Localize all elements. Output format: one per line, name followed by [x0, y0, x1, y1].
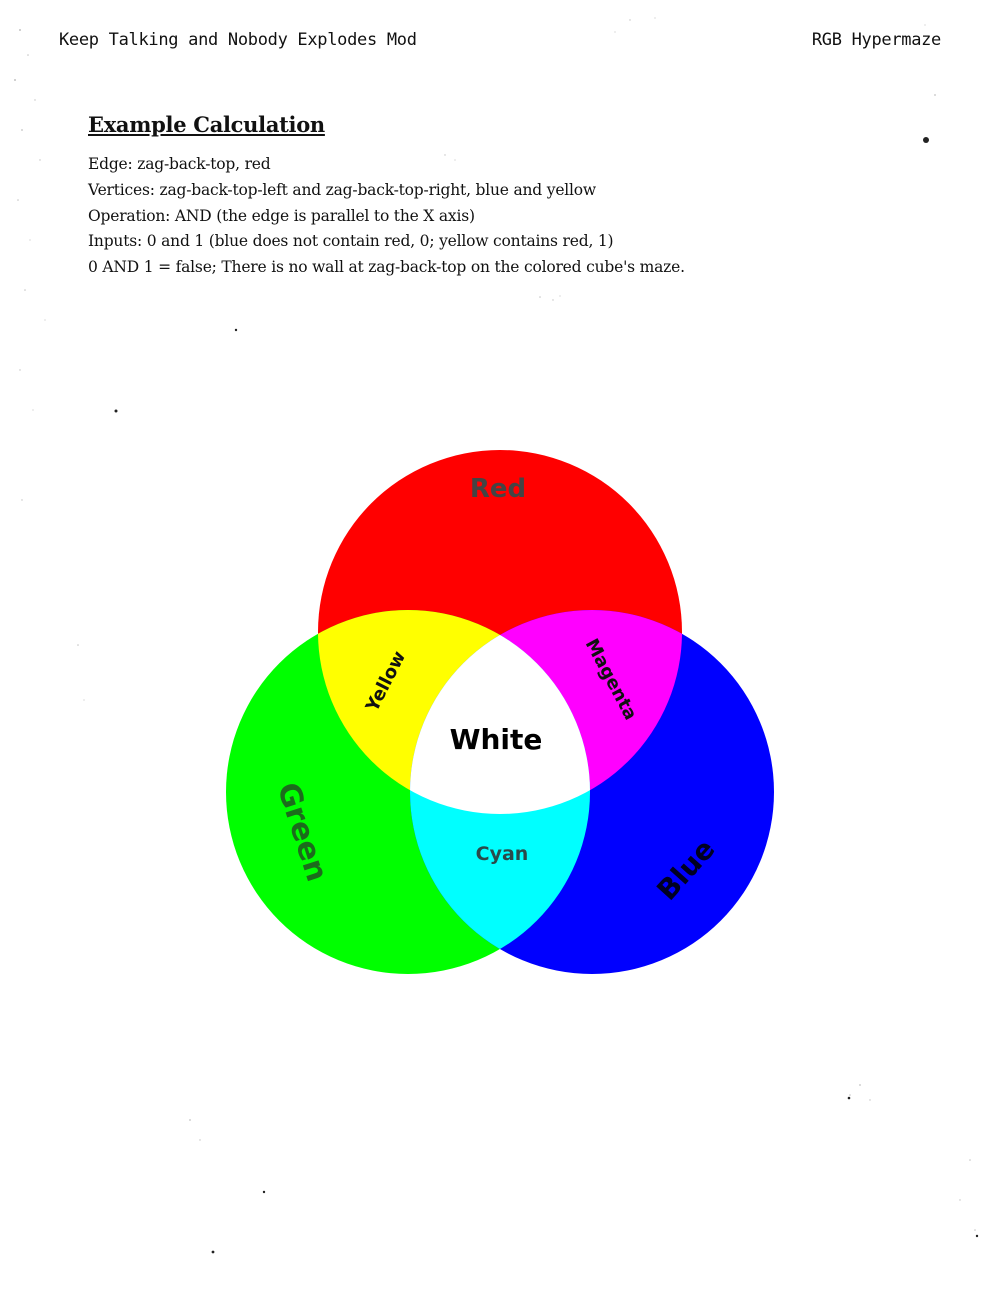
edge-line: Edge: zag-back-top, red [88, 155, 271, 173]
header-mod-title: Keep Talking and Nobody Explodes Mod [59, 30, 417, 50]
label-red: Red [470, 474, 526, 504]
header-module-name: RGB Hypermaze [811, 30, 941, 50]
label-white: White [450, 723, 543, 756]
label-cyan: Cyan [476, 843, 529, 865]
white-region [410, 610, 590, 814]
operation-line: Operation: AND (the edge is parallel to … [88, 206, 475, 225]
result-line: 0 AND 1 = false; There is no wall at zag… [88, 258, 685, 277]
example-calculation-text: Edge: zag-back-top, red Vertices: zag-ba… [88, 152, 685, 281]
inputs-line: Inputs: 0 and 1 (blue does not contain r… [88, 232, 614, 251]
vertices-line: Vertices: zag-back-top-left and zag-back… [88, 180, 596, 199]
section-title: Example Calculation [88, 112, 325, 137]
